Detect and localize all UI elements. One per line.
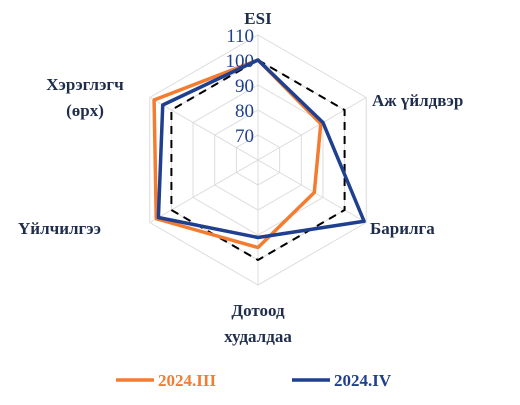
- series-line-2024-IV: [156, 58, 366, 240]
- axis-label: Аж үйлдвэр: [372, 91, 463, 110]
- axis-label: Дотоод худалдаа: [224, 301, 292, 346]
- axis-labels: ESI Аж үйлдвэр Барилга Дотоод худалдаа Үйлчил…: [18, 9, 463, 346]
- axis-label: Үйлчилгээ: [18, 219, 101, 238]
- grid-spoke: [257, 159, 367, 223]
- tick-label: 80: [235, 101, 254, 122]
- tick-label: 110: [226, 26, 254, 47]
- tick-label: 70: [235, 126, 254, 147]
- axis-label: Барилга: [370, 219, 435, 238]
- axis-label: ESI: [244, 9, 272, 28]
- tick-label: 100: [226, 51, 255, 72]
- legend: 2024.III 2024.IV: [116, 371, 392, 390]
- radial-ticks: 70 80 90 100 110: [226, 26, 255, 147]
- tick-label: 90: [235, 76, 254, 97]
- grid-spoke: [257, 97, 367, 161]
- axis-label: Хэрэглэгч (өрх): [46, 75, 124, 120]
- radar-series: [152, 58, 366, 261]
- grid-spoke: [149, 159, 259, 223]
- series-line-2024-III: [152, 58, 323, 250]
- legend-label: 2024.III: [158, 371, 216, 390]
- grid-spoke: [149, 97, 259, 161]
- series-line-reference: [170, 59, 346, 261]
- legend-label: 2024.IV: [334, 371, 392, 390]
